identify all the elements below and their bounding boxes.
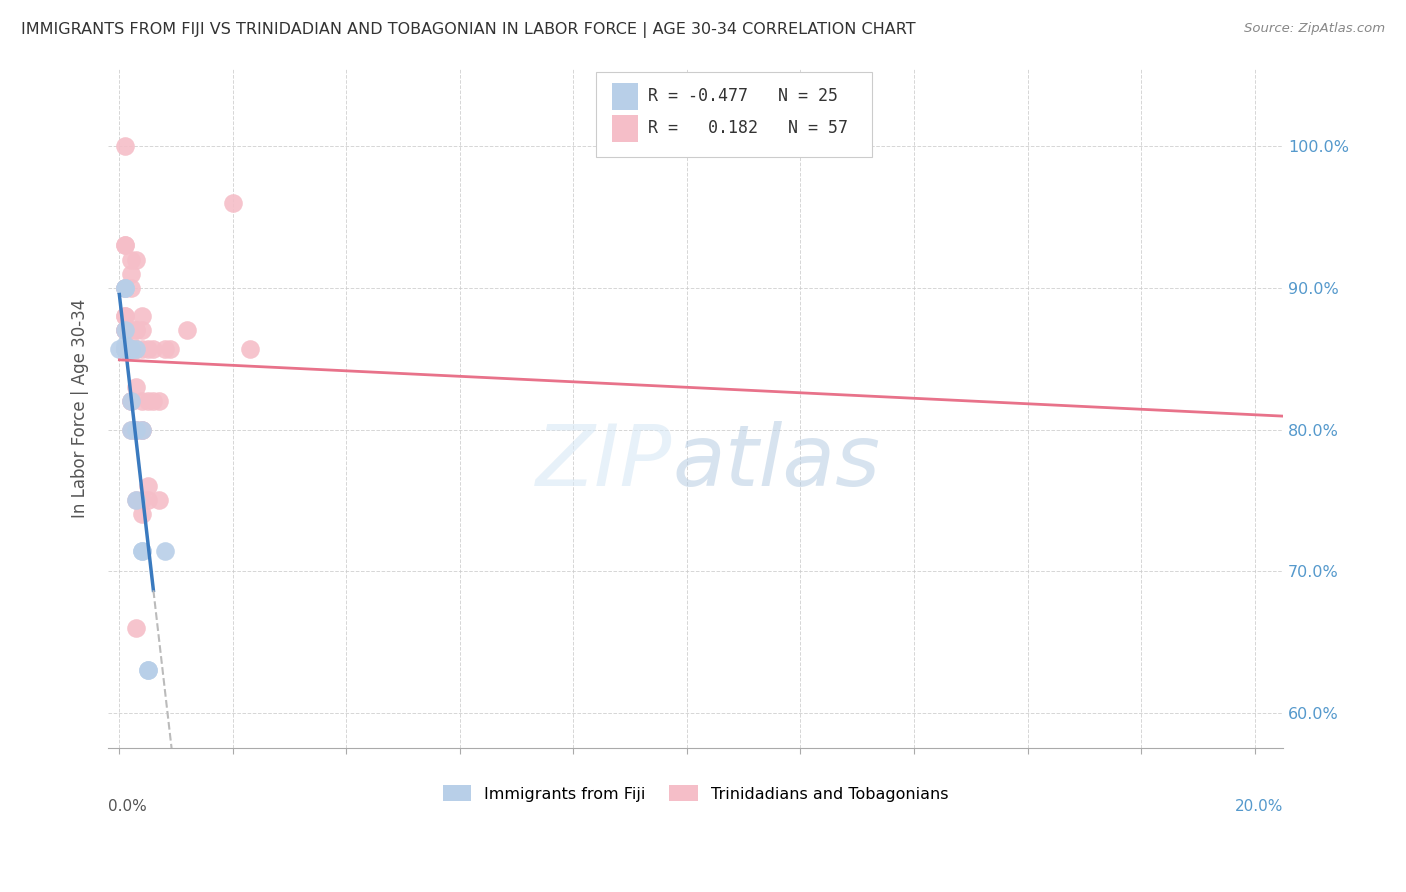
- Point: [114, 337, 136, 351]
- Text: atlas: atlas: [672, 421, 880, 504]
- Point: [114, 323, 136, 337]
- Point: [114, 323, 136, 337]
- Point: [114, 342, 136, 356]
- Point: [125, 342, 148, 356]
- Point: [148, 394, 170, 409]
- Point: [239, 342, 262, 356]
- Point: [114, 323, 136, 337]
- Point: [131, 394, 153, 409]
- Point: [131, 493, 153, 508]
- Point: [125, 380, 148, 394]
- Point: [136, 663, 159, 677]
- Point: [125, 342, 148, 356]
- Point: [114, 310, 136, 324]
- Point: [131, 544, 153, 558]
- Point: [125, 252, 148, 267]
- Point: [120, 342, 142, 356]
- Point: [120, 323, 142, 337]
- Point: [131, 423, 153, 437]
- Point: [120, 252, 142, 267]
- Point: [114, 342, 136, 356]
- Text: R = -0.477   N = 25: R = -0.477 N = 25: [648, 87, 838, 105]
- Point: [114, 238, 136, 252]
- Point: [136, 663, 159, 677]
- Point: [222, 196, 245, 211]
- Point: [114, 281, 136, 295]
- Point: [114, 281, 136, 295]
- FancyBboxPatch shape: [612, 83, 638, 110]
- Text: 0.0%: 0.0%: [108, 799, 146, 814]
- Point: [114, 342, 136, 356]
- Point: [153, 342, 176, 356]
- Point: [120, 323, 142, 337]
- Point: [114, 342, 136, 356]
- Text: ZIP: ZIP: [536, 421, 672, 504]
- Point: [142, 342, 165, 356]
- Point: [114, 342, 136, 356]
- Point: [136, 394, 159, 409]
- Point: [131, 310, 153, 324]
- Point: [125, 342, 148, 356]
- Text: R =   0.182   N = 57: R = 0.182 N = 57: [648, 120, 848, 137]
- Point: [114, 342, 136, 356]
- Text: Source: ZipAtlas.com: Source: ZipAtlas.com: [1244, 22, 1385, 36]
- Point: [120, 394, 142, 409]
- Text: 20.0%: 20.0%: [1234, 799, 1282, 814]
- Point: [125, 342, 148, 356]
- Point: [120, 342, 142, 356]
- Text: IMMIGRANTS FROM FIJI VS TRINIDADIAN AND TOBAGONIAN IN LABOR FORCE | AGE 30-34 CO: IMMIGRANTS FROM FIJI VS TRINIDADIAN AND …: [21, 22, 915, 38]
- FancyBboxPatch shape: [596, 72, 872, 157]
- Point: [125, 423, 148, 437]
- Point: [114, 342, 136, 356]
- Point: [125, 323, 148, 337]
- Point: [120, 342, 142, 356]
- Point: [120, 342, 142, 356]
- Point: [120, 394, 142, 409]
- Point: [108, 342, 131, 356]
- Point: [142, 394, 165, 409]
- Point: [120, 423, 142, 437]
- Point: [131, 544, 153, 558]
- Point: [136, 493, 159, 508]
- Point: [131, 508, 153, 522]
- Point: [114, 342, 136, 356]
- Point: [120, 267, 142, 281]
- Point: [120, 394, 142, 409]
- Point: [114, 139, 136, 153]
- Point: [131, 323, 153, 337]
- Point: [114, 310, 136, 324]
- Point: [114, 281, 136, 295]
- FancyBboxPatch shape: [612, 115, 638, 142]
- Point: [153, 544, 176, 558]
- Point: [125, 621, 148, 635]
- Point: [120, 342, 142, 356]
- Point: [159, 342, 181, 356]
- Point: [131, 423, 153, 437]
- Point: [120, 423, 142, 437]
- Legend: Immigrants from Fiji, Trinidadians and Tobagonians: Immigrants from Fiji, Trinidadians and T…: [436, 779, 955, 808]
- Point: [136, 479, 159, 493]
- Point: [136, 342, 159, 356]
- Point: [114, 281, 136, 295]
- Point: [125, 423, 148, 437]
- Point: [125, 342, 148, 356]
- Point: [114, 323, 136, 337]
- Point: [125, 493, 148, 508]
- Point: [120, 342, 142, 356]
- Point: [176, 323, 198, 337]
- Point: [120, 342, 142, 356]
- Point: [131, 423, 153, 437]
- Point: [125, 423, 148, 437]
- Point: [125, 493, 148, 508]
- Y-axis label: In Labor Force | Age 30-34: In Labor Force | Age 30-34: [72, 299, 89, 518]
- Point: [131, 342, 153, 356]
- Point: [148, 493, 170, 508]
- Point: [120, 281, 142, 295]
- Point: [114, 238, 136, 252]
- Point: [125, 323, 148, 337]
